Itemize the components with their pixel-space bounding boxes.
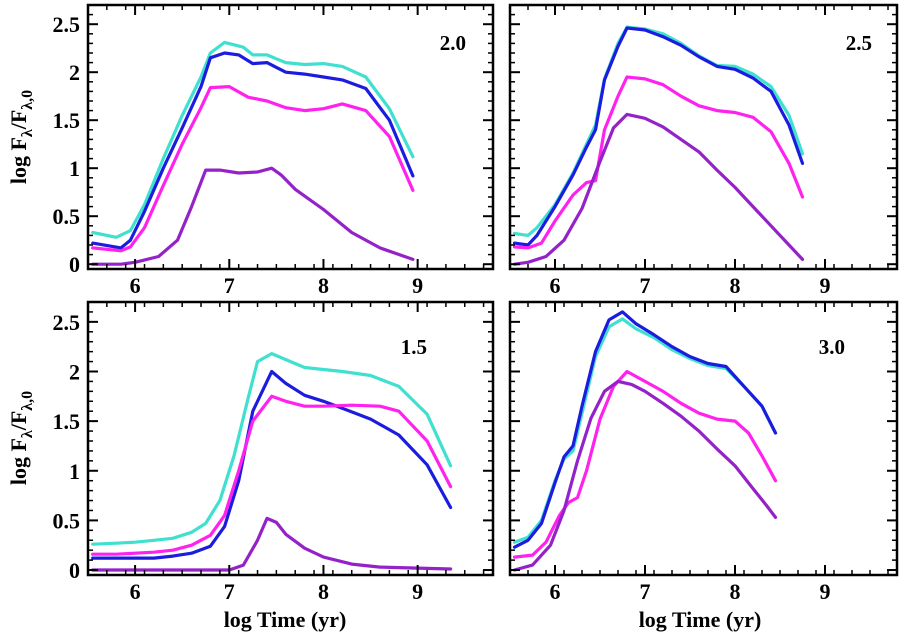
y-tick-label: 0.5 [53,508,81,533]
y-tick-label: 2 [69,359,80,384]
series-line-magenta [91,394,453,556]
plot-frame [86,300,495,577]
y-tick-label: 1.5 [53,409,81,434]
y-axis-title-bottom: log Fλ/Fλ,0 [6,391,36,485]
ylabel-sub1: λ [19,430,36,438]
ylabel-mid: /F [6,411,31,432]
series-line-purple [512,112,805,266]
ylabel-sub2: λ,0 [19,391,36,411]
x-axis-title-left: log Time (yr) [224,607,347,632]
y-tick-label: 0 [69,558,80,583]
y-tick-label: 2.5 [53,310,81,335]
x-tick-label: 6 [550,579,561,604]
plot-frame [508,300,899,577]
panel-label: 2.0 [440,31,466,55]
x-tick-label: 7 [640,579,651,604]
y-tick-label: 2.5 [53,12,81,37]
x-tick-label: 9 [820,579,831,604]
ylabel-main: log F [6,438,31,485]
x-axis-title-right: log Time (yr) [639,607,762,632]
series-line-purple [91,166,415,266]
x-tick-label: 6 [550,273,561,298]
panel-2-5: 6 7 8 9 2.5 [508,3,899,298]
y-tick-label: 0 [69,252,80,277]
x-tick-label: 7 [640,273,651,298]
plot-frame [508,3,899,271]
axis-ticks: 6 7 8 9 [509,302,897,604]
series-lines [512,25,805,266]
series-line-magenta [512,75,805,250]
x-tick-label: 8 [730,273,741,298]
ylabel-sub1: λ [19,129,36,137]
series-line-purple [91,516,453,572]
series-lines [91,352,453,572]
series-line-purple [512,379,778,572]
series-line-blue [512,310,778,549]
series-line-magenta [512,369,778,559]
panel-2-0: 6 7 8 9 0 0.5 1 1.5 2 2.5 2.0 [53,3,495,298]
series-line-cyan [512,317,778,544]
x-tick-label: 8 [318,273,329,298]
x-tick-label: 7 [224,273,235,298]
x-tick-label: 9 [412,273,423,298]
y-tick-label: 1.5 [53,108,81,133]
y-tick-label: 0.5 [53,204,81,229]
series-line-magenta [91,84,415,253]
y-axis-title-top: log Fλ/Fλ,0 [6,90,36,184]
series-lines [512,310,778,572]
series-line-cyan [91,40,415,239]
series-line-blue [512,26,805,247]
series-lines [91,40,415,266]
x-tick-label: 6 [130,273,141,298]
y-tick-label: 1 [69,459,80,484]
x-tick-label: 6 [130,579,141,604]
ylabel-main: log F [6,137,31,184]
panel-1-5: 6 7 8 9 0 0.5 1 1.5 2 2.5 1.5 [53,300,495,604]
panel-label: 3.0 [819,335,845,359]
panel-label: 1.5 [401,335,427,359]
x-tick-label: 9 [820,273,831,298]
panel-label: 2.5 [846,31,872,55]
x-tick-label: 8 [730,579,741,604]
ylabel-mid: /F [6,110,31,131]
ylabel-sub2: λ,0 [19,90,36,110]
x-tick-label: 8 [318,579,329,604]
y-tick-label: 1 [69,156,80,181]
axis-ticks: 6 7 8 9 0 0.5 1 1.5 2 2.5 [53,5,493,298]
series-line-blue [91,51,415,250]
x-tick-label: 9 [412,579,423,604]
series-line-cyan [91,352,453,546]
panel-3-0: 6 7 8 9 3.0 [508,300,899,604]
series-line-blue [91,369,453,560]
x-tick-label: 7 [224,579,235,604]
axis-ticks: 6 7 8 9 [509,5,897,298]
y-tick-label: 2 [69,60,80,85]
axis-ticks: 6 7 8 9 0 0.5 1 1.5 2 2.5 [53,302,493,604]
plot-frame [86,3,495,271]
